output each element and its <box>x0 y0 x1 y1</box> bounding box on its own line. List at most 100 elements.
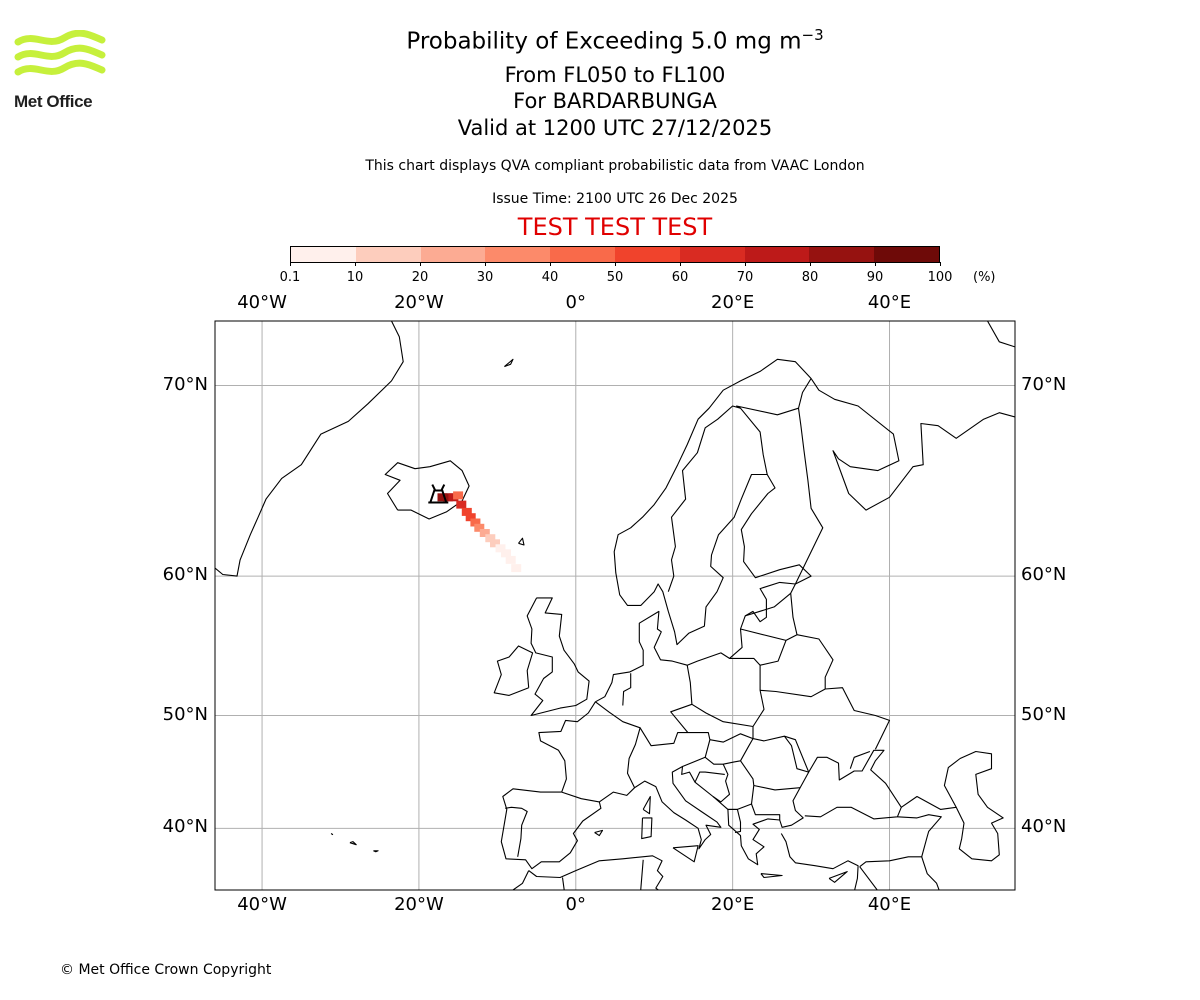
ash-probability-plume <box>437 491 522 573</box>
coastline <box>215 321 404 577</box>
volcano-icon <box>428 484 449 504</box>
coastline <box>828 871 848 883</box>
coastline <box>594 829 604 837</box>
longitude-label-bottom: 20°W <box>394 894 444 915</box>
colorbar-tick-mark <box>355 262 356 266</box>
coastline <box>512 870 530 890</box>
coastline <box>526 597 590 717</box>
colorbar-tick-label: 80 <box>801 270 819 285</box>
colorbar-tick-mark <box>420 262 421 266</box>
longitude-label-top: 20°E <box>711 292 755 313</box>
coastline <box>740 628 787 641</box>
coastline <box>745 592 792 617</box>
colorbar-segment <box>744 247 810 262</box>
latitude-label-right: 50°N <box>1021 703 1067 725</box>
longitude-label-top: 20°W <box>394 292 444 313</box>
coastline <box>736 378 812 475</box>
coastline <box>504 358 514 368</box>
colorbar-segment <box>679 247 745 262</box>
logo-text: Met Office <box>14 92 93 111</box>
colorbar-tick-label: 10 <box>346 270 364 285</box>
coastline <box>727 760 755 810</box>
colorbar-tick-mark <box>680 262 681 266</box>
coastline <box>729 657 765 727</box>
coastline <box>712 763 731 803</box>
plume-cell <box>453 491 464 500</box>
coastline <box>859 866 878 890</box>
colorbar-segment <box>355 247 421 262</box>
colorbar-tick-label: 90 <box>866 270 884 285</box>
coastline <box>622 673 632 706</box>
coastline <box>825 687 891 750</box>
test-banner: TEST TEST TEST <box>517 213 713 241</box>
coastline <box>650 896 666 962</box>
map-frame <box>214 320 1016 891</box>
coastline <box>753 784 801 791</box>
coastline <box>384 460 470 520</box>
colorbar-segment <box>874 247 939 262</box>
latitude-label-right: 40°N <box>1021 816 1067 838</box>
plume-cell <box>495 544 506 553</box>
met-office-logo: Met Office <box>14 29 106 114</box>
colorbar-tick-label: 0.1 <box>279 270 301 285</box>
coastline <box>943 750 1004 862</box>
coastline <box>505 806 528 857</box>
colorbar-tick-label: 40 <box>541 270 559 285</box>
plume-cell <box>442 493 453 502</box>
longitude-label-bottom: 40°W <box>237 894 287 915</box>
colorbar-tick-label: 60 <box>671 270 689 285</box>
coastline <box>921 856 940 890</box>
colorbar-tick-mark <box>810 262 811 266</box>
coastline <box>694 771 725 783</box>
coastline <box>704 738 754 765</box>
latitude-label-left: 60°N <box>162 564 208 586</box>
copyright: © Met Office Crown Copyright <box>60 962 272 978</box>
issue-time: Issue Time: 2100 UTC 26 Dec 2025 <box>492 191 738 207</box>
plume-cell <box>511 564 522 573</box>
coastline <box>598 749 902 866</box>
coastline <box>849 750 871 769</box>
colorbar-unit: (%) <box>973 270 996 285</box>
longitude-label-bottom: 20°E <box>711 894 755 915</box>
coastline <box>493 645 534 696</box>
colorbar-segment <box>809 247 875 262</box>
coastline <box>538 581 796 793</box>
chart-description: This chart displays QVA compliant probab… <box>365 158 865 174</box>
colorbar-tick-mark <box>875 262 876 266</box>
coastline <box>672 845 699 863</box>
coastline <box>639 727 711 768</box>
volcano-marker <box>428 484 449 504</box>
coastline <box>641 817 653 840</box>
coastline <box>667 405 741 592</box>
title-superscript: −3 <box>801 26 824 44</box>
plume-cell <box>505 555 516 564</box>
coastline <box>752 735 810 773</box>
coastline <box>760 634 834 698</box>
plume-cell <box>479 529 490 537</box>
coastline <box>750 803 781 820</box>
coastline <box>642 795 651 815</box>
valid-time: Valid at 1200 UTC 27/12/2025 <box>457 116 773 140</box>
colorbar-segment <box>550 247 615 262</box>
colorbar-tick-label: 30 <box>476 270 494 285</box>
coastline <box>759 583 798 666</box>
coastline <box>859 814 942 868</box>
colorbar-segment <box>420 247 486 262</box>
logo-waves <box>14 29 106 76</box>
volcano-name: For BARDARBUNGA <box>513 89 717 113</box>
coastline <box>595 701 641 788</box>
longitude-label-top: 0° <box>565 292 586 313</box>
coastline <box>794 408 824 585</box>
coastline <box>760 873 783 879</box>
plume-cell <box>490 539 500 548</box>
latitude-label-right: 70°N <box>1021 373 1067 395</box>
colorbar-tick-label: 50 <box>606 270 624 285</box>
latitude-label-left: 40°N <box>162 816 208 838</box>
plume-cell <box>461 507 472 516</box>
latitude-label-left: 50°N <box>162 703 208 725</box>
plume-cell <box>437 493 448 502</box>
longitude-label-top: 40°E <box>867 292 912 313</box>
coastline <box>987 321 1015 348</box>
coastline <box>518 537 525 546</box>
coastline <box>780 833 859 890</box>
